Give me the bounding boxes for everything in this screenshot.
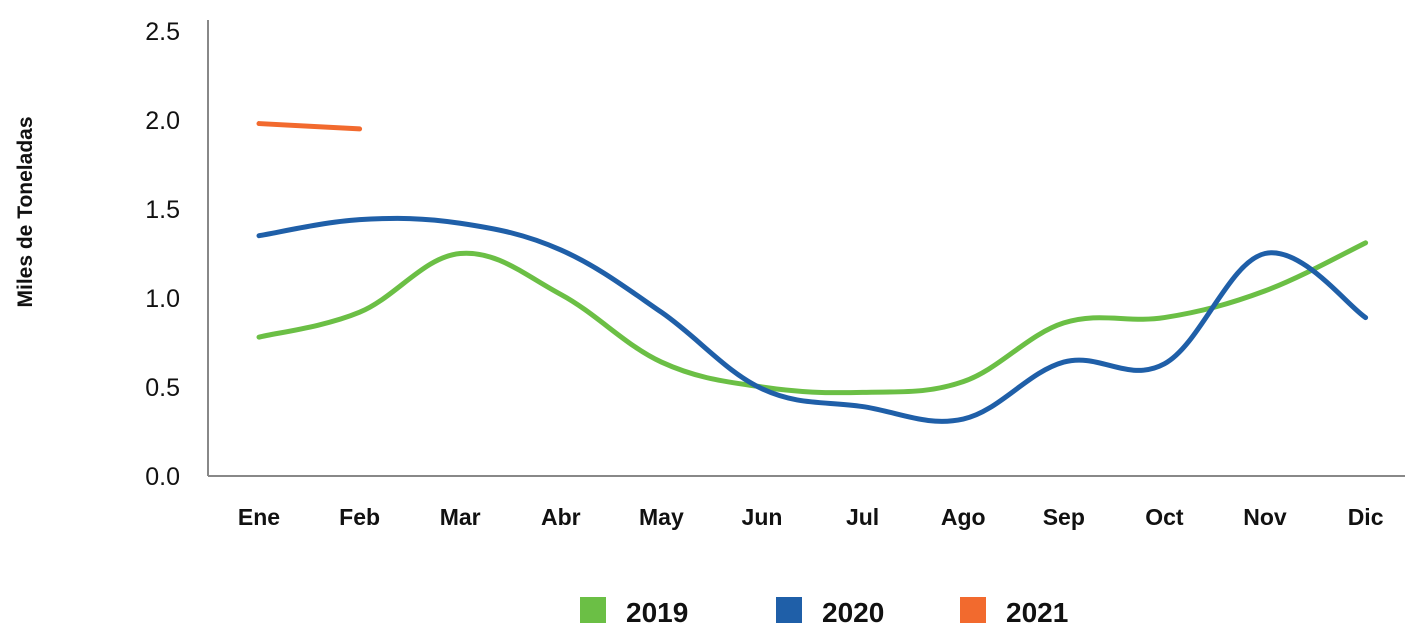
series-line-2019 [256,240,1369,396]
x-tick-label: May [639,504,684,530]
y-tick-labels: 0.0 0.5 1.0 1.5 2.0 2.5 [145,18,180,491]
x-tick-label: Jun [742,504,783,530]
x-tick-label: Mar [440,504,481,530]
y-tick-label: 2.0 [145,107,180,135]
x-tick-label: Ene [238,504,280,530]
legend-swatch-2019 [580,597,606,623]
legend-label: 2021 [1006,597,1068,628]
x-tick-label: Feb [339,504,380,530]
legend-swatch-2020 [776,597,802,623]
y-tick-label: 1.5 [145,196,180,224]
y-axis-label: Miles de Toneladas [14,117,37,308]
x-tick-label: Abr [541,504,581,530]
legend: 2019 2020 2021 [580,597,1068,628]
y-tick-label: 1.0 [145,285,180,313]
x-tick-label: Ago [941,504,986,530]
series-line-2020 [256,215,1369,424]
legend-label: 2020 [822,597,884,628]
x-tick-label: Dic [1348,504,1384,530]
series-lines [256,121,1369,424]
y-tick-label: 2.5 [145,18,180,46]
y-tick-label: 0.0 [145,463,180,491]
legend-label: 2019 [626,597,688,628]
series-line-2021 [256,121,363,132]
x-tick-label: Jul [846,504,879,530]
y-tick-label: 0.5 [145,374,180,402]
x-tick-labels: Ene Feb Mar Abr May Jun Jul Ago Sep Oct Nov Dic [238,504,1384,530]
x-tick-label: Sep [1043,504,1085,530]
legend-swatch-2021 [960,597,986,623]
x-tick-label: Nov [1243,504,1287,530]
x-tick-label: Oct [1145,504,1184,530]
